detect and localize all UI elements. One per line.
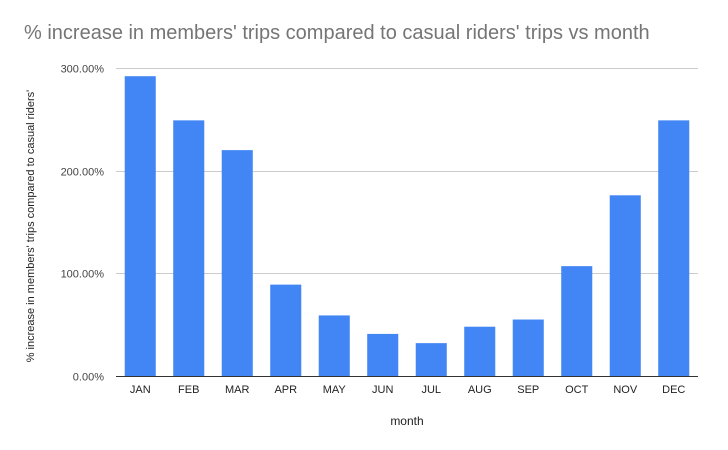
bar-feb — [173, 120, 205, 376]
gridlines — [116, 68, 698, 274]
x-axis-title: month — [390, 414, 423, 428]
x-tick-label: DEC — [662, 384, 685, 396]
x-tick-label: NOV — [613, 384, 638, 396]
y-axis-title: % increase in members' trips compared to… — [25, 90, 37, 363]
bar-jan — [124, 76, 156, 377]
bar-may — [318, 315, 350, 376]
bar-mar — [221, 150, 253, 376]
bar-nov — [609, 195, 641, 376]
x-tick-label: APR — [274, 384, 297, 396]
x-tick-label: MAY — [323, 384, 347, 396]
bar-jun — [367, 333, 399, 376]
bar-dec — [658, 120, 690, 376]
y-tick-label: 200.00% — [61, 167, 105, 179]
x-tick-label: JAN — [130, 384, 151, 396]
bar-oct — [561, 266, 593, 376]
x-tick-label: AUG — [468, 384, 492, 396]
bar-sep — [512, 319, 544, 376]
x-tick-label: JUN — [372, 384, 393, 396]
y-tick-label: 100.00% — [61, 269, 105, 281]
x-tick-label: MAR — [225, 384, 250, 396]
x-tick-label: JUL — [421, 384, 441, 396]
x-tick-label: FEB — [178, 384, 199, 396]
axes: 0.00% 100.00% 200.00% 300.00% JAN FEB MAR APR MA… — [61, 64, 698, 396]
bar-aug — [464, 326, 496, 376]
bar-jul — [415, 343, 447, 376]
y-tick-label: 300.00% — [61, 64, 105, 76]
x-tick-label: OCT — [565, 384, 589, 396]
x-tick-label: SEP — [517, 384, 539, 396]
bars — [124, 76, 690, 377]
y-tick-label: 0.00% — [73, 372, 104, 384]
chart-title: % increase in members' trips compared to… — [24, 22, 650, 44]
bar-apr — [270, 284, 302, 376]
